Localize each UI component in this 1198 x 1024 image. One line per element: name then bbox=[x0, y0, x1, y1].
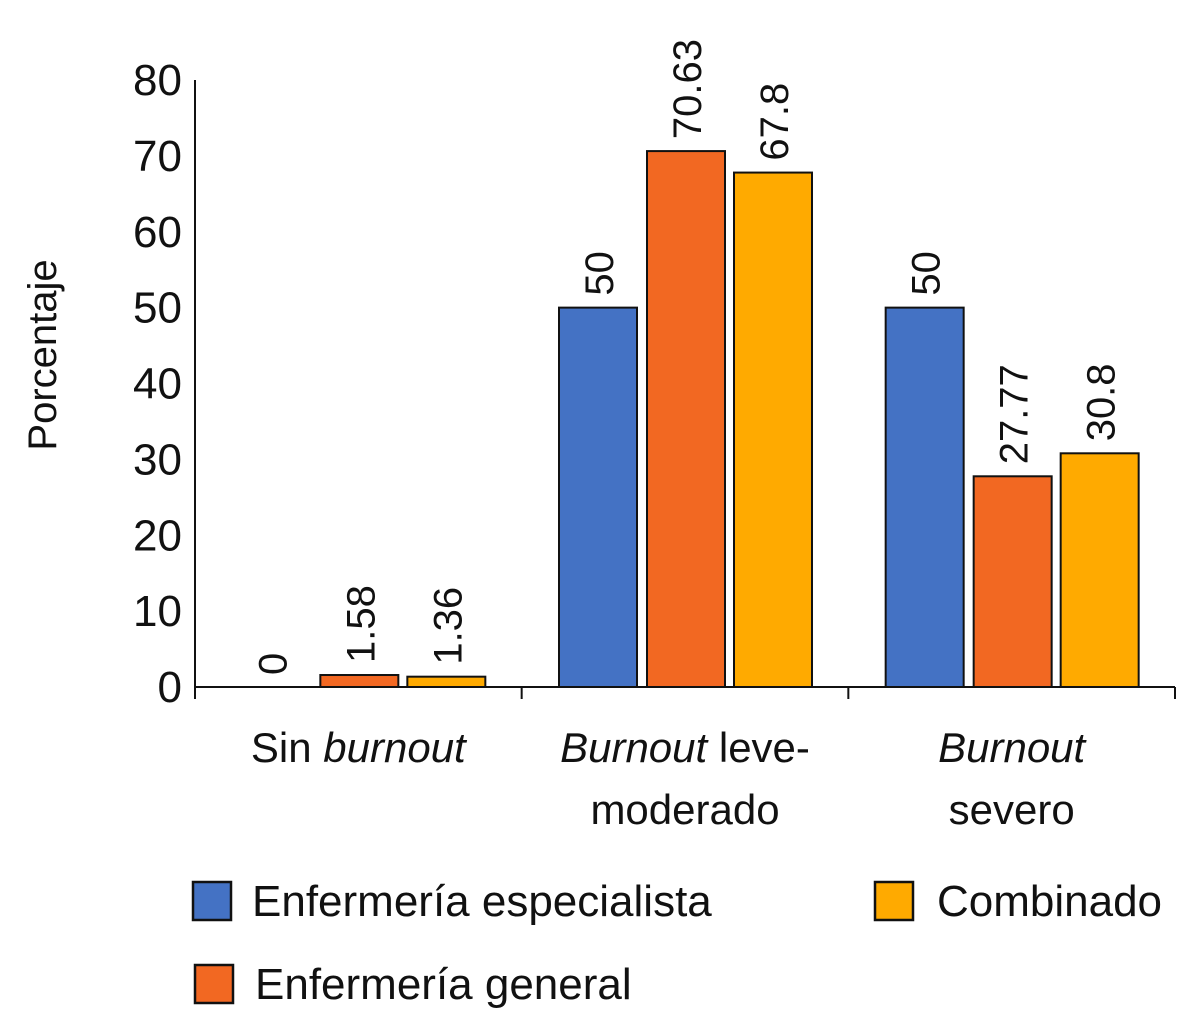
data-label: 0 bbox=[251, 653, 295, 675]
data-label: 67.8 bbox=[753, 83, 797, 161]
legend-swatch bbox=[873, 880, 915, 922]
label-segment: Sin bbox=[251, 724, 323, 771]
x-category-label: moderado bbox=[590, 786, 779, 833]
bar bbox=[733, 171, 813, 688]
y-tick-label: 80 bbox=[133, 56, 182, 105]
legend-label: Enfermería especialista bbox=[252, 877, 712, 926]
label-segment: Burnout bbox=[938, 724, 1087, 771]
y-tick-label: 30 bbox=[133, 435, 182, 484]
data-label: 50 bbox=[905, 251, 949, 296]
legend-label: Combinado bbox=[937, 877, 1162, 926]
bar bbox=[558, 306, 638, 688]
label-segment: severo bbox=[949, 786, 1075, 833]
y-tick-label: 60 bbox=[133, 208, 182, 257]
y-tick-label: 40 bbox=[133, 360, 182, 409]
y-axis-title: Porcentaje bbox=[21, 259, 65, 450]
bar bbox=[972, 475, 1053, 689]
y-tick-label: 70 bbox=[133, 132, 182, 181]
bar bbox=[884, 306, 965, 688]
bar bbox=[646, 150, 726, 689]
label-segment: leve- bbox=[707, 724, 810, 771]
bar bbox=[319, 674, 400, 689]
y-tick-label: 20 bbox=[133, 511, 182, 560]
data-label: 50 bbox=[578, 251, 622, 296]
x-category-label: Burnout bbox=[938, 724, 1087, 771]
legend-swatch bbox=[191, 880, 233, 922]
label-segment: moderado bbox=[590, 786, 779, 833]
bar bbox=[406, 675, 487, 689]
x-category-label: severo bbox=[949, 786, 1075, 833]
data-label: 27.77 bbox=[993, 364, 1037, 464]
bar bbox=[1059, 452, 1140, 688]
label-segment: burnout bbox=[323, 724, 468, 771]
y-tick-label: 50 bbox=[133, 284, 182, 333]
legend-label: Enfermería general bbox=[255, 960, 632, 1009]
data-label: 30.8 bbox=[1080, 363, 1124, 441]
x-category-label: Sin burnout bbox=[251, 724, 468, 771]
x-category-label: Burnout leve- bbox=[560, 724, 810, 771]
data-label: 1.36 bbox=[426, 587, 470, 665]
data-label: 70.63 bbox=[666, 39, 710, 139]
y-tick-label: 0 bbox=[158, 663, 182, 712]
label-segment: Burnout bbox=[560, 724, 709, 771]
legend-swatch bbox=[193, 963, 235, 1005]
data-label: 1.58 bbox=[339, 585, 383, 663]
y-tick-label: 10 bbox=[133, 587, 182, 636]
